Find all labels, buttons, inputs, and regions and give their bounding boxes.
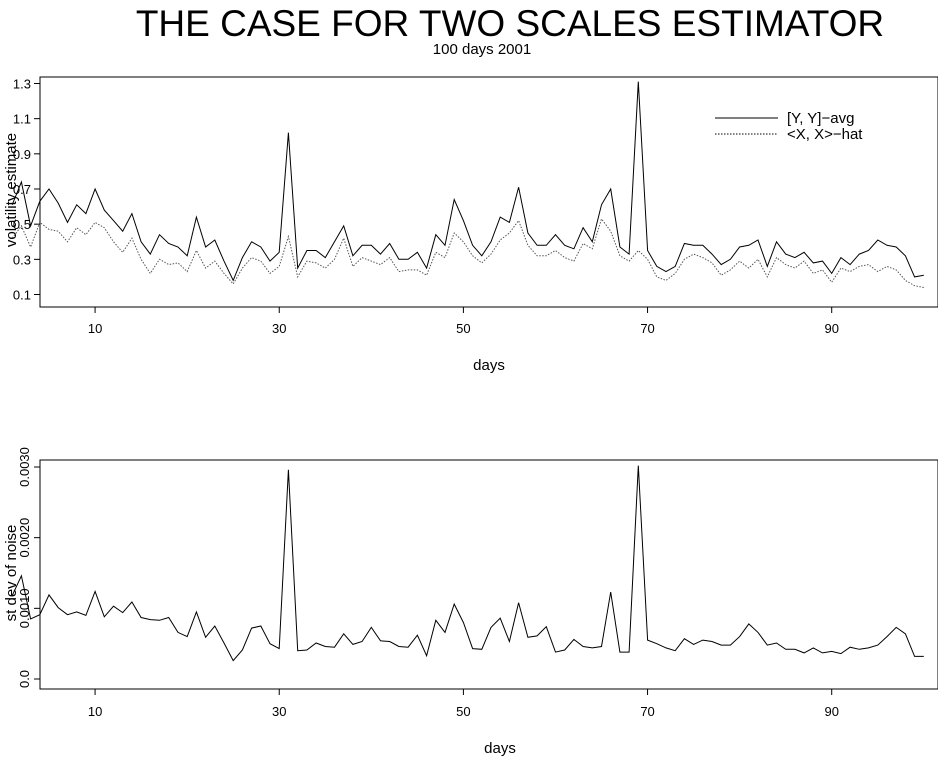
y-tick-label: 0.5 — [13, 217, 31, 232]
axis-ticks-noise: 10 30 50 70 90 0.0 0.0010 0.0020 0.0030 — [17, 447, 839, 719]
x-tick-label: 70 — [640, 704, 654, 719]
x-tick-label: 70 — [640, 321, 654, 336]
series-line-xx-hat — [11, 217, 924, 288]
series-lines-noise — [11, 465, 924, 662]
x-tick-label: 90 — [824, 321, 838, 336]
x-tick-label: 30 — [272, 704, 286, 719]
noise-panel: 10 30 50 70 90 0.0 0.0010 0.0020 0.0030 days st … — [3, 447, 938, 757]
axis-ticks-volatility: 10 30 50 70 90 0.1 0.3 0.5 0.7 0.9 1.1 1.3 — [13, 77, 839, 337]
y-tick-label: 0.0030 — [17, 447, 32, 487]
legend-label-yy-avg: [Y, Y]−avg — [787, 110, 854, 127]
series-line-yy-avg — [11, 81, 924, 282]
x-tick-label: 30 — [272, 321, 286, 336]
chart-title: THE CASE FOR TWO SCALES ESTIMATOR — [136, 3, 884, 44]
y-axis-label-noise: st dev of noise — [3, 525, 20, 622]
y-tick-label: 0.0010 — [17, 588, 32, 628]
y-axis-label-volatility: volatility estimate — [3, 133, 20, 247]
y-tick-label: 0.0 — [17, 670, 32, 688]
series-line-noise — [11, 465, 924, 662]
y-tick-label: 0.0020 — [17, 518, 32, 558]
y-tick-label: 0.7 — [13, 182, 31, 197]
legend-label-xx-hat: <X, X>−hat — [787, 126, 863, 143]
plot-frame-noise — [39, 459, 938, 690]
plot-frame-volatility — [39, 76, 938, 308]
y-tick-label: 0.9 — [13, 147, 31, 162]
series-lines-volatility — [11, 81, 924, 288]
y-tick-label: 0.1 — [13, 288, 31, 303]
volatility-panel: 10 30 50 70 90 0.1 0.3 0.5 0.7 0.9 1.1 1.3 days vol… — [3, 76, 938, 374]
x-axis-label-noise: days — [484, 740, 516, 757]
x-tick-label: 50 — [456, 704, 470, 719]
chart-subtitle: 100 days 2001 — [433, 41, 531, 58]
y-tick-label: 0.3 — [13, 252, 31, 267]
x-tick-label: 90 — [824, 704, 838, 719]
x-tick-label: 10 — [88, 321, 102, 336]
y-tick-label: 1.1 — [13, 112, 31, 127]
legend: [Y, Y]−avg <X, X>−hat — [715, 110, 863, 143]
x-tick-label: 10 — [88, 704, 102, 719]
x-tick-label: 50 — [456, 321, 470, 336]
y-tick-label: 1.3 — [13, 77, 31, 92]
x-axis-label-volatility: days — [473, 357, 505, 374]
